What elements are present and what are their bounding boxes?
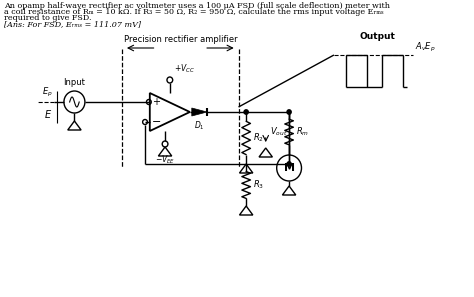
Text: −: −: [152, 117, 161, 127]
Text: $+V_{CC}$: $+V_{CC}$: [173, 62, 195, 75]
Text: M: M: [283, 163, 295, 173]
Polygon shape: [192, 108, 207, 116]
Text: $-V_{EE}$: $-V_{EE}$: [155, 153, 175, 165]
Text: $A_vE_p$: $A_vE_p$: [415, 41, 436, 54]
Text: $E$: $E$: [45, 108, 53, 121]
Text: $E_p$: $E_p$: [42, 86, 53, 99]
Text: required to give FSD.: required to give FSD.: [4, 14, 91, 22]
Text: An opamp half-wave rectifier ac voltmeter uses a 100 μA FSD (full scale deflecti: An opamp half-wave rectifier ac voltmete…: [4, 2, 390, 10]
Text: $R_3$: $R_3$: [253, 179, 264, 191]
Text: +: +: [153, 97, 161, 107]
Text: a coil resistance of Rₘ = 10 kΩ. If R₃ = 50 Ω, R₂ = 950 Ω, calculate the rms inp: a coil resistance of Rₘ = 10 kΩ. If R₃ =…: [4, 8, 383, 16]
Circle shape: [287, 162, 291, 166]
Text: $R_2$: $R_2$: [253, 132, 264, 144]
Text: $R_m$: $R_m$: [296, 126, 309, 138]
Text: Input: Input: [64, 78, 85, 87]
Circle shape: [287, 110, 291, 114]
Text: $D_1$: $D_1$: [194, 120, 205, 132]
Text: $V_{out}$: $V_{out}$: [270, 126, 287, 138]
Text: [Ans: For FSD, Eᵣₘₛ = 111.07 mV]: [Ans: For FSD, Eᵣₘₛ = 111.07 mV]: [4, 20, 141, 28]
Circle shape: [244, 110, 248, 114]
Text: Precision rectifier amplifier: Precision rectifier amplifier: [124, 35, 237, 44]
Text: Output: Output: [359, 32, 395, 41]
